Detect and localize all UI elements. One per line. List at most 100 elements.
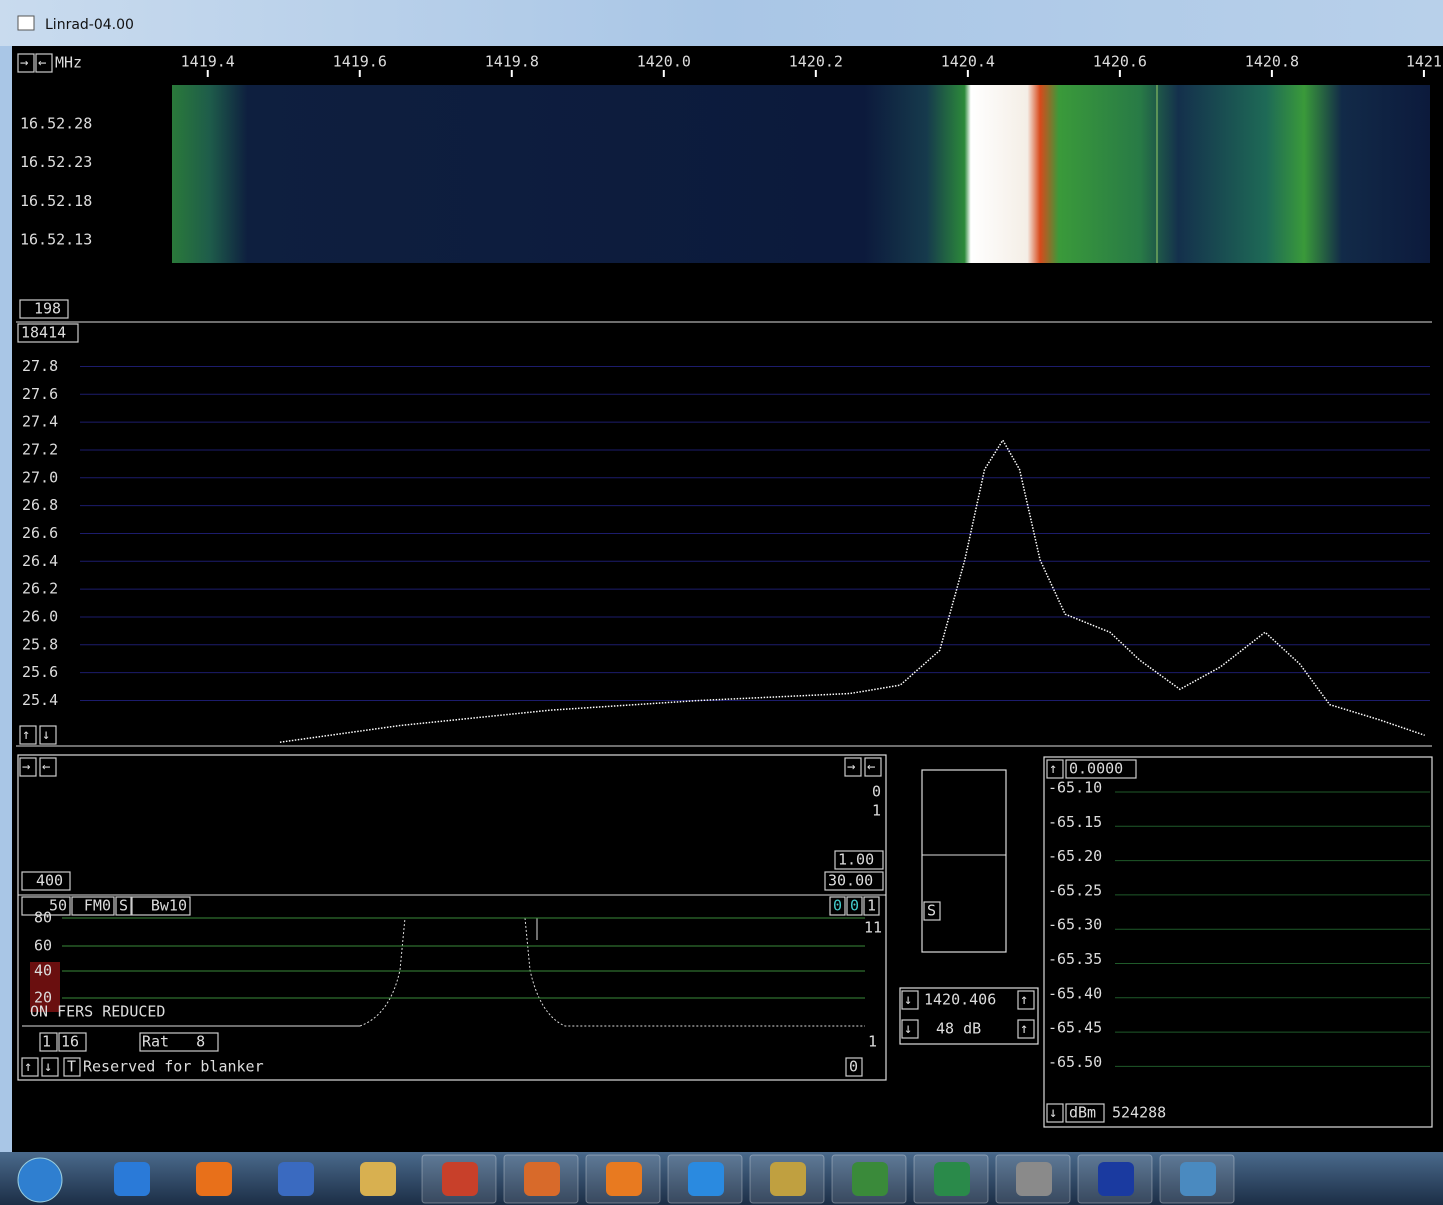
app-icon[interactable] xyxy=(934,1162,970,1196)
spectrum-value: 18414 xyxy=(21,324,66,342)
start-button[interactable] xyxy=(18,1158,62,1202)
y-tick-label: 27.4 xyxy=(22,413,58,431)
filter-curve xyxy=(360,918,865,1026)
power-scale-label: -65.40 xyxy=(1048,984,1102,1002)
app-icon[interactable] xyxy=(442,1162,478,1196)
setting: 1 xyxy=(872,802,881,820)
s-label: S xyxy=(927,902,936,920)
arrow: → xyxy=(847,759,855,775)
arrow: ← xyxy=(38,55,46,71)
frequency: 1420.406 xyxy=(924,991,996,1009)
app-icon[interactable] xyxy=(606,1162,642,1196)
button-label: 1 xyxy=(42,1033,51,1051)
waterfall xyxy=(172,85,1430,263)
x-tick-label: 1421 xyxy=(1406,53,1442,71)
power-panel xyxy=(1044,757,1432,1127)
scale-label: 80 xyxy=(34,909,52,927)
setting: 0 xyxy=(872,783,881,801)
power-scale-label: -65.50 xyxy=(1048,1053,1102,1071)
window-border xyxy=(0,46,12,1152)
button-label: Rat 8 xyxy=(142,1033,205,1051)
app-icon[interactable] xyxy=(852,1162,888,1196)
power-scale-label: -65.20 xyxy=(1048,847,1102,865)
app-icon[interactable] xyxy=(360,1162,396,1196)
app-icon[interactable] xyxy=(1016,1162,1052,1196)
app-icon[interactable] xyxy=(114,1162,150,1196)
setting: 1 xyxy=(868,1033,877,1051)
averaging: 198 xyxy=(34,300,61,318)
y-tick-label: 25.6 xyxy=(22,663,58,681)
app-icon[interactable] xyxy=(196,1162,232,1196)
x-tick-label: 1419.8 xyxy=(485,53,539,71)
width: 400 xyxy=(36,872,63,890)
blanker-value: 0 xyxy=(849,1058,858,1076)
arrow: ← xyxy=(42,759,50,775)
y-tick-label: 27.8 xyxy=(22,357,58,375)
app-icon[interactable] xyxy=(688,1162,724,1196)
button-label: 0 xyxy=(850,897,859,915)
y-tick-label: 26.0 xyxy=(22,607,58,625)
y-tick-label: 27.2 xyxy=(22,440,58,458)
power-scale-label: -65.30 xyxy=(1048,916,1102,934)
unit-label: MHz xyxy=(55,54,82,72)
app-icon[interactable] xyxy=(1098,1162,1134,1196)
s-meter xyxy=(922,770,1006,952)
time-label: 16.52.18 xyxy=(20,192,92,210)
power-scale-label: -65.10 xyxy=(1048,779,1102,797)
range: 30.00 xyxy=(828,872,873,890)
y-tick-label: 25.8 xyxy=(22,635,58,653)
x-tick-label: 1420.8 xyxy=(1245,53,1299,71)
x-tick-label: 1420.0 xyxy=(637,53,691,71)
arrow: ↓ xyxy=(904,1021,912,1037)
scale-label: 60 xyxy=(34,937,52,955)
x-tick-label: 1420.4 xyxy=(941,53,995,71)
y-tick-label: 25.4 xyxy=(22,691,58,709)
y-tick-label: 27.0 xyxy=(22,468,58,486)
arrow: ↓ xyxy=(904,992,912,1008)
arrow: ↓ xyxy=(1049,1105,1057,1121)
power-scale-label: -65.35 xyxy=(1048,950,1102,968)
button-label: 1 xyxy=(867,897,876,915)
button-label: FM0 xyxy=(84,897,111,915)
setting: 11 xyxy=(864,919,882,937)
time-label: 16.52.13 xyxy=(20,231,92,249)
power-value: 0.0000 xyxy=(1069,760,1123,778)
x-tick-label: 1420.6 xyxy=(1093,53,1147,71)
points: 524288 xyxy=(1112,1104,1166,1122)
arrow: ↑ xyxy=(1020,992,1028,1008)
arrow: ↓ xyxy=(44,1059,52,1075)
power-scale-label: -65.15 xyxy=(1048,813,1102,831)
screen: Linrad-04.00 → ← MHz 198 18414 ↑ ↓ → ← →… xyxy=(0,0,1443,1205)
arrow: ↑ xyxy=(1049,761,1057,777)
app-icon[interactable] xyxy=(524,1162,560,1196)
button-label: T xyxy=(67,1058,76,1076)
button-label: S xyxy=(119,897,128,915)
spectrum-trace xyxy=(280,440,1425,742)
window-title: Linrad-04.00 xyxy=(45,17,134,33)
arrow: ↑ xyxy=(22,727,30,743)
app-icon[interactable] xyxy=(1180,1162,1216,1196)
arrow: → xyxy=(22,759,30,775)
time-label: 16.52.28 xyxy=(20,115,92,133)
x-tick-label: 1420.2 xyxy=(789,53,843,71)
app-icon[interactable] xyxy=(278,1162,314,1196)
x-tick-label: 1419.4 xyxy=(181,53,235,71)
button-label: Bw10 xyxy=(151,897,187,915)
blanker-label: Reserved for blanker xyxy=(83,1058,264,1076)
y-tick-label: 26.2 xyxy=(22,580,58,598)
y-tick-label: 26.4 xyxy=(22,552,58,570)
rf-gain: 48 dB xyxy=(936,1020,981,1038)
y-tick-label: 27.6 xyxy=(22,385,58,403)
arrow: ↑ xyxy=(1020,1021,1028,1037)
power-scale-label: -65.25 xyxy=(1048,881,1102,899)
gain: 1.00 xyxy=(838,851,874,869)
time-label: 16.52.23 xyxy=(20,153,92,171)
app-icon[interactable] xyxy=(770,1162,806,1196)
scale-label: 40 xyxy=(34,962,52,980)
power-scale-label: -65.45 xyxy=(1048,1019,1102,1037)
arrow: ↓ xyxy=(42,727,50,743)
arrow: ↑ xyxy=(24,1059,32,1075)
y-tick-label: 26.6 xyxy=(22,524,58,542)
title-bar xyxy=(0,0,1443,46)
button-label: 0 xyxy=(833,897,842,915)
